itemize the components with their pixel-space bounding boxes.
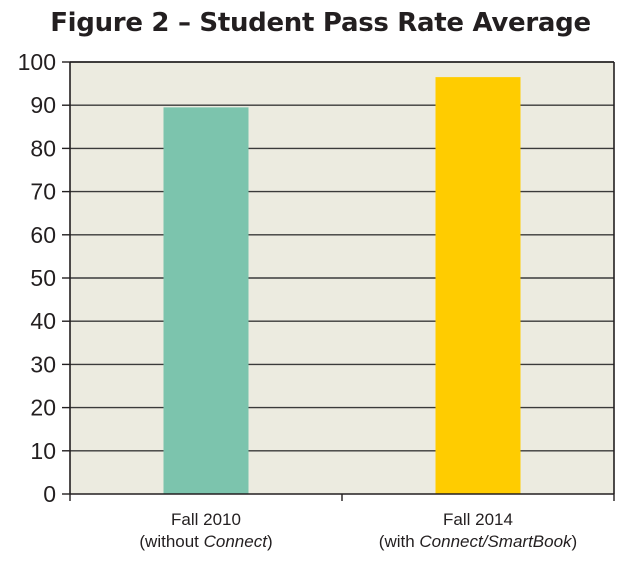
x-tick-label: (with Connect/SmartBook) <box>379 532 577 551</box>
chart-title: Figure 2 – Student Pass Rate Average <box>50 8 591 38</box>
bar <box>163 107 249 495</box>
bars <box>163 77 521 495</box>
x-tick-label: Fall 2014 <box>443 510 513 529</box>
y-tick-label: 30 <box>30 351 56 377</box>
y-tick-label: 90 <box>30 92 56 118</box>
axes <box>69 61 615 501</box>
y-tick-label: 0 <box>43 481 56 507</box>
x-tick-label: Fall 2010 <box>171 510 241 529</box>
x-tick-label: (without Connect) <box>139 532 272 551</box>
y-tick-label: 20 <box>30 395 56 421</box>
y-tick-label: 10 <box>30 438 56 464</box>
y-tick-label: 100 <box>18 49 56 75</box>
y-tick-label: 40 <box>30 308 56 334</box>
gridlines <box>70 61 614 452</box>
bar <box>435 77 521 495</box>
y-tick-label: 80 <box>30 135 56 161</box>
y-tick-label: 50 <box>30 265 56 291</box>
y-tick-label: 60 <box>30 222 56 248</box>
y-tick-label: 70 <box>30 179 56 205</box>
y-axis-ticks: 0 10 20 30 40 50 60 70 80 90 100 <box>18 49 70 507</box>
x-axis-labels: Fall 2010 (without Connect) Fall 2014 (with… <box>139 510 577 551</box>
